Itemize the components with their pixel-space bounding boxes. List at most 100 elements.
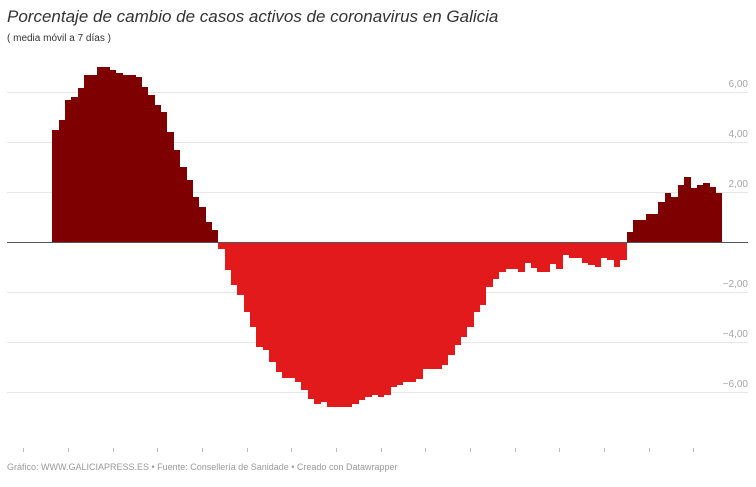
bar-negative: [588, 242, 595, 265]
bar-negative: [230, 242, 238, 285]
bar-positive: [199, 207, 206, 242]
bar-positive: [160, 112, 168, 242]
bar-negative: [390, 242, 398, 388]
x-axis-tick: [693, 448, 695, 452]
bar-negative: [288, 242, 296, 378]
bar-positive: [141, 87, 149, 242]
bar-negative: [313, 242, 321, 404]
y-axis-tick-label: 4,00: [728, 129, 748, 140]
bar-negative: [224, 242, 232, 270]
bar-negative: [352, 242, 359, 404]
bar-negative: [492, 242, 500, 280]
bar-negative: [530, 242, 538, 269]
bar-negative: [569, 242, 576, 258]
bar-negative: [581, 242, 589, 264]
bar-negative: [428, 242, 436, 370]
x-axis-tick: [514, 448, 516, 452]
bar-positive: [148, 94, 155, 242]
bar-positive: [709, 187, 717, 242]
bar-negative: [409, 242, 417, 382]
bar-negative: [467, 242, 474, 328]
chart-title: Porcentaje de cambio de casos activos de…: [7, 7, 499, 26]
bar-negative: [613, 242, 621, 267]
bar-negative: [275, 242, 283, 373]
bar-negative: [294, 242, 302, 383]
bar-negative: [262, 242, 270, 350]
bar-negative: [537, 242, 544, 272]
y-axis-tick-label: −6,00: [722, 379, 748, 390]
x-axis-tick: [469, 448, 471, 452]
bar-positive: [135, 77, 142, 242]
y-axis-tick-label: −4,00: [722, 329, 748, 340]
bar-negative: [250, 242, 257, 328]
bar-negative: [479, 242, 487, 305]
bar-negative: [364, 242, 372, 398]
bar-positive: [77, 88, 85, 242]
bar-positive: [179, 167, 187, 242]
x-axis-tick: [425, 448, 427, 452]
bar-negative: [454, 242, 461, 345]
bar-positive: [109, 70, 117, 242]
bar-negative: [256, 242, 264, 348]
bar-positive: [703, 182, 710, 242]
y-axis-tick-label: 6,00: [728, 79, 748, 90]
bar-positive: [128, 74, 136, 242]
x-axis-tick: [67, 448, 69, 452]
gridline: [7, 192, 748, 193]
bar-positive: [690, 187, 697, 242]
bar-negative: [562, 242, 570, 255]
bar-negative: [486, 242, 493, 288]
bar-positive: [84, 74, 91, 242]
bar-negative: [435, 242, 442, 370]
bar-positive: [71, 97, 79, 242]
bar-positive: [658, 202, 666, 242]
bar-negative: [422, 242, 429, 370]
chart-footer-credits: Gráfico: WWW.GALICIAPRESS.ES • Fuente: C…: [7, 462, 398, 472]
bar-positive: [211, 230, 219, 242]
bar-negative: [320, 242, 327, 402]
bar-positive: [671, 197, 678, 242]
bar-negative: [237, 242, 244, 295]
bar-positive: [122, 74, 130, 242]
bar-negative: [518, 242, 525, 273]
x-axis-tick: [112, 448, 114, 452]
bar-negative: [377, 242, 385, 398]
x-axis-tick: [157, 448, 159, 452]
bar-negative: [524, 242, 532, 264]
bar-positive: [52, 130, 59, 242]
bar-positive: [154, 104, 162, 242]
bar-negative: [333, 242, 340, 408]
bar-negative: [326, 242, 334, 408]
bar-positive: [664, 192, 672, 242]
bar-negative: [505, 242, 512, 270]
bar-positive: [683, 177, 691, 242]
y-axis-tick-label: 2,00: [728, 179, 748, 190]
bar-positive: [173, 150, 181, 242]
gridline: [7, 92, 748, 93]
bar-negative: [281, 242, 289, 378]
bar-positive: [645, 214, 653, 242]
bar-negative: [441, 242, 449, 365]
x-axis-tick: [201, 448, 203, 452]
bar-positive: [103, 67, 110, 242]
bar-positive: [639, 220, 646, 242]
bar-positive: [192, 196, 200, 242]
x-axis-tick: [335, 448, 337, 452]
bar-positive: [167, 132, 174, 242]
bar-negative: [301, 242, 308, 390]
bar-negative: [511, 242, 519, 270]
bar-negative: [415, 242, 423, 380]
bar-positive: [715, 192, 723, 242]
bar-negative: [243, 242, 251, 313]
bar-negative: [269, 242, 276, 363]
zero-baseline: [7, 242, 748, 243]
bar-negative: [339, 242, 347, 408]
bar-positive: [205, 222, 213, 242]
bar-negative: [543, 242, 551, 272]
bar-negative: [575, 242, 583, 258]
bar-negative: [556, 242, 563, 270]
bar-positive: [632, 220, 640, 242]
bar-negative: [549, 242, 557, 265]
bar-negative: [218, 242, 225, 249]
